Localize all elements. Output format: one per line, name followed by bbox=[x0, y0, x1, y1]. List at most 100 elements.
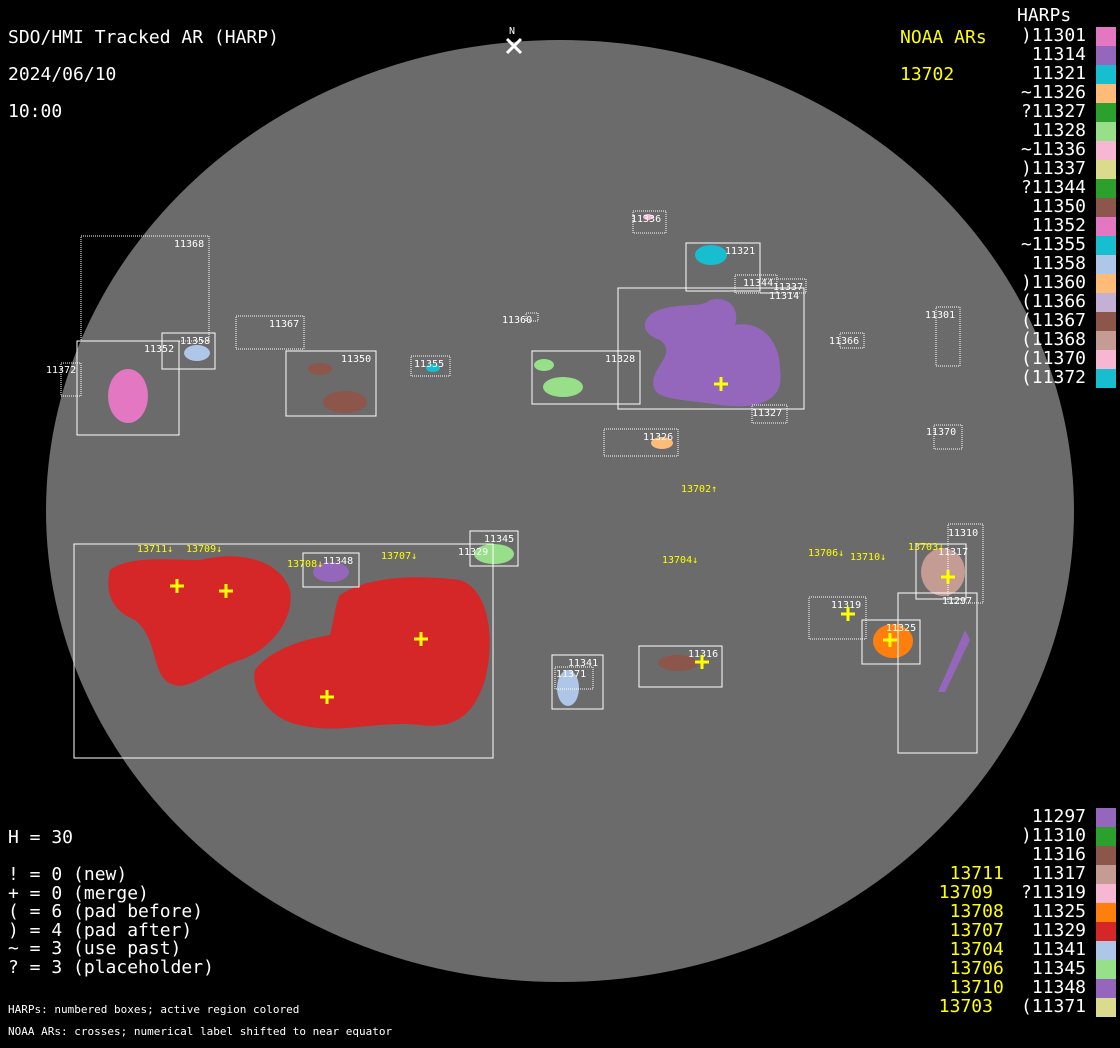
noaa-id: 13711 bbox=[949, 863, 1004, 885]
noaa-cross bbox=[714, 377, 728, 391]
noaa-cross bbox=[219, 584, 233, 598]
noaa-item: 13702 bbox=[900, 63, 955, 85]
region-11328 bbox=[543, 377, 583, 397]
noaa-label: 13707↓ bbox=[381, 551, 417, 562]
harp-list-item: ~11336 bbox=[1021, 141, 1116, 160]
noaa-label: 13709↓ bbox=[186, 544, 222, 555]
harp-box bbox=[759, 278, 807, 294]
harp-list-item: 13704 11341 bbox=[923, 941, 1116, 960]
date: 2024/06/10 bbox=[8, 63, 117, 85]
note-noaa: NOAA ARs: crosses; numerical label shift… bbox=[8, 1025, 393, 1038]
harp-list-item: ~11326 bbox=[1021, 84, 1116, 103]
harp-box-label: 11328 bbox=[605, 354, 635, 365]
noaa-id: 13708 bbox=[949, 901, 1004, 923]
harp-color-swatch bbox=[1096, 846, 1116, 865]
harp-id: ~11326 bbox=[1020, 82, 1086, 104]
harp-box bbox=[734, 274, 778, 294]
active-regions bbox=[108, 214, 970, 729]
harp-color-swatch bbox=[1096, 293, 1116, 312]
stat-line: ~ = 3 (use past) bbox=[8, 938, 182, 959]
stat-line: H = 30 bbox=[8, 827, 74, 848]
harp-color-swatch bbox=[1096, 922, 1116, 941]
harp-box-label: 11316 bbox=[688, 649, 718, 660]
harp-id: )11301 bbox=[1020, 25, 1086, 47]
harp-id: )11310 bbox=[1020, 825, 1086, 847]
harp-list-item: (11368 bbox=[1021, 331, 1116, 350]
harp-id: 11297 bbox=[1031, 806, 1086, 828]
harp-list-item: (11367 bbox=[1021, 312, 1116, 331]
harps-bottom-list: 11297)11310 11316 13711 11317 13709 ?11319 137… bbox=[923, 808, 1116, 1017]
harp-color-swatch bbox=[1096, 179, 1116, 198]
region-11326 bbox=[651, 437, 673, 449]
harp-id: ~11355 bbox=[1020, 234, 1086, 256]
harp-box-label: 11317 bbox=[938, 547, 968, 558]
stat-line: ) = 4 (pad after) bbox=[8, 919, 193, 941]
harp-box-label: 11352 bbox=[144, 344, 174, 355]
harp-list-item: )11310 bbox=[923, 827, 1116, 846]
harp-box bbox=[861, 619, 921, 665]
harp-box-label: 11301 bbox=[925, 310, 955, 321]
harp-id: )11337 bbox=[1020, 158, 1086, 180]
north-label: N bbox=[509, 26, 515, 37]
harp-box-label: 11321 bbox=[725, 246, 755, 257]
harp-box bbox=[947, 523, 984, 604]
region-11316 bbox=[658, 655, 698, 671]
harp-color-swatch bbox=[1096, 369, 1116, 388]
harp-box bbox=[410, 355, 451, 377]
noaa-id: 13707 bbox=[949, 920, 1004, 942]
harp-list-item: 11358 bbox=[1021, 255, 1116, 274]
region-11352 bbox=[108, 369, 148, 423]
harp-box-label: 11327 bbox=[752, 408, 782, 419]
harp-box-label: 11348 bbox=[323, 556, 353, 567]
harp-box bbox=[603, 428, 679, 457]
noaa-title: NOAA ARs bbox=[900, 26, 987, 48]
noaa-cross bbox=[695, 655, 709, 669]
solar-disk bbox=[46, 40, 1074, 982]
harp-box bbox=[638, 645, 723, 688]
harp-box bbox=[161, 332, 216, 370]
harp-box bbox=[525, 312, 539, 322]
harp-color-swatch bbox=[1096, 312, 1116, 331]
harp-box-label: 11344 bbox=[743, 278, 773, 289]
harp-color-swatch bbox=[1096, 331, 1116, 350]
noaa-id: 13706 bbox=[949, 958, 1004, 980]
harp-color-swatch bbox=[1096, 141, 1116, 160]
header: SDO/HMI Tracked AR (HARP) 2024/06/10 10:… bbox=[8, 10, 279, 140]
harp-box bbox=[60, 362, 82, 397]
harp-box bbox=[632, 210, 667, 234]
harp-box bbox=[469, 530, 519, 567]
harp-box bbox=[73, 543, 494, 759]
region-11336 bbox=[643, 214, 653, 220]
harp-id: 11341 bbox=[1031, 939, 1086, 961]
harp-color-swatch bbox=[1096, 903, 1116, 922]
harp-id: )11360 bbox=[1020, 272, 1086, 294]
harp-box bbox=[531, 350, 641, 405]
harps-title: HARPs bbox=[1017, 5, 1072, 26]
harp-list-item: 13707 11329 bbox=[923, 922, 1116, 941]
noaa-id: 13703 bbox=[938, 996, 993, 1018]
harp-list-item: 11297 bbox=[923, 808, 1116, 827]
harp-box-label: 11341 bbox=[568, 658, 598, 669]
harp-box-label: 11345 bbox=[484, 534, 514, 545]
noaa-label: 13704↓ bbox=[662, 555, 698, 566]
harp-box bbox=[935, 306, 961, 367]
harp-id: 11329 bbox=[1031, 920, 1086, 942]
harp-color-swatch bbox=[1096, 27, 1116, 46]
harp-box bbox=[617, 287, 805, 410]
harp-id: (11366 bbox=[1020, 291, 1086, 313]
harp-box-label: 11358 bbox=[180, 336, 210, 347]
harp-box-label: 11336 bbox=[631, 214, 661, 225]
harp-box-label: 11355 bbox=[414, 359, 444, 370]
noaa-cross bbox=[320, 690, 334, 704]
noaa-cross bbox=[841, 607, 855, 621]
harp-color-swatch bbox=[1096, 103, 1116, 122]
harp-box bbox=[554, 666, 594, 690]
harp-box bbox=[808, 596, 867, 640]
harp-id: 11316 bbox=[1031, 844, 1086, 866]
harp-list-item: ?11327 bbox=[1021, 103, 1116, 122]
stat-line: + = 0 (merge) bbox=[8, 882, 149, 904]
stat-line: ! = 0 (new) bbox=[8, 864, 128, 885]
region-11329 bbox=[108, 556, 291, 686]
noaa-id: 13710 bbox=[949, 977, 1004, 999]
harp-color-swatch bbox=[1096, 350, 1116, 369]
